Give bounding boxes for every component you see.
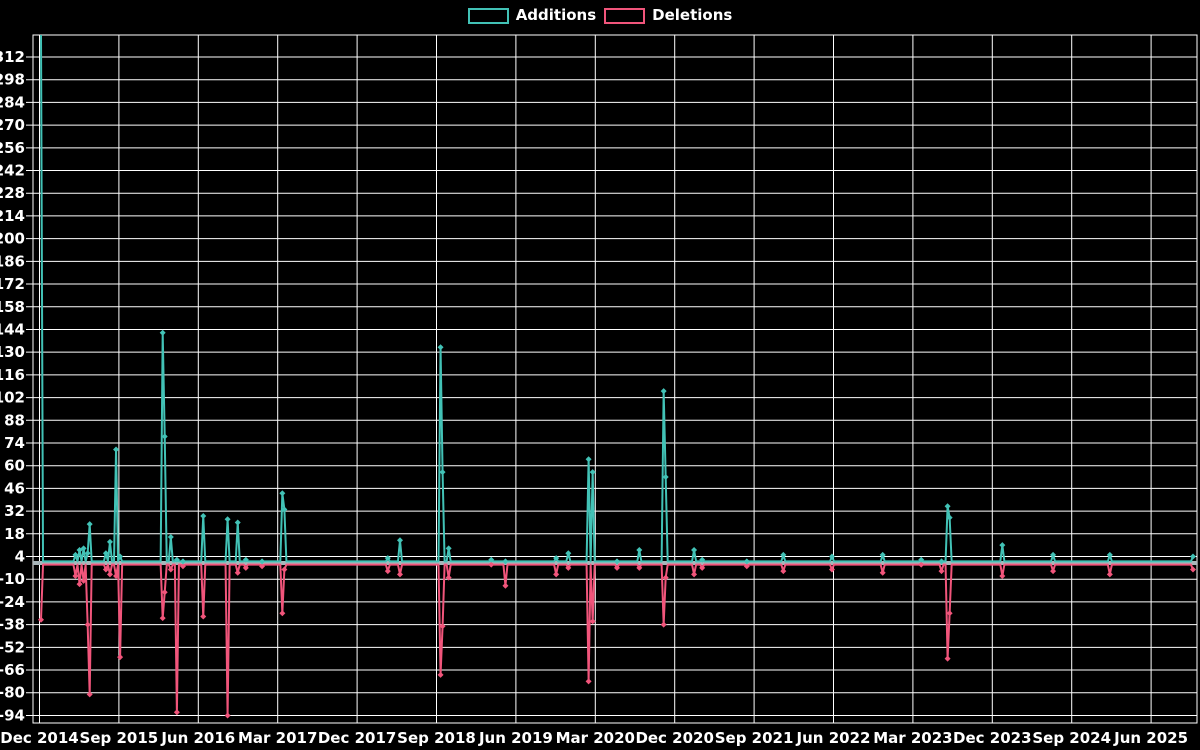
svg-text:32: 32 [4, 502, 25, 520]
svg-text:Mar 2023: Mar 2023 [873, 729, 952, 747]
svg-text:18: 18 [4, 525, 25, 543]
svg-text:74: 74 [4, 434, 25, 452]
svg-text:102: 102 [0, 389, 25, 407]
svg-text:88: 88 [4, 411, 25, 429]
svg-text:242: 242 [0, 162, 25, 180]
svg-text:Mar 2017: Mar 2017 [238, 729, 317, 747]
svg-text:312: 312 [0, 48, 25, 66]
svg-text:Jun 2022: Jun 2022 [796, 729, 871, 747]
svg-text:186: 186 [0, 252, 25, 270]
svg-text:60: 60 [4, 457, 25, 475]
svg-text:-80: -80 [0, 684, 25, 702]
legend: Additions Deletions [0, 7, 1200, 24]
svg-text:256: 256 [0, 139, 25, 157]
svg-text:Dec 2020: Dec 2020 [635, 729, 714, 747]
legend-label-additions: Additions [515, 6, 597, 24]
legend-item-additions[interactable]: Additions [467, 6, 597, 24]
svg-text:130: 130 [0, 343, 25, 361]
svg-text:228: 228 [0, 184, 25, 202]
svg-text:Sep 2024: Sep 2024 [1032, 729, 1111, 747]
svg-text:-66: -66 [0, 661, 25, 679]
svg-text:Jun 2025: Jun 2025 [1113, 729, 1188, 747]
svg-text:-38: -38 [0, 616, 25, 634]
additions-swatch-icon [467, 7, 509, 24]
svg-text:116: 116 [0, 366, 25, 384]
svg-text:172: 172 [0, 275, 25, 293]
svg-text:270: 270 [0, 116, 25, 134]
svg-text:Sep 2021: Sep 2021 [715, 729, 794, 747]
svg-text:-94: -94 [0, 706, 25, 724]
svg-text:298: 298 [0, 71, 25, 89]
svg-text:158: 158 [0, 298, 25, 316]
legend-item-deletions[interactable]: Deletions [604, 7, 732, 24]
svg-text:-52: -52 [0, 638, 25, 656]
svg-text:Dec 2017: Dec 2017 [318, 729, 397, 747]
svg-text:144: 144 [0, 320, 25, 338]
svg-text:Dec 2014: Dec 2014 [0, 729, 79, 747]
svg-text:4: 4 [15, 548, 25, 566]
legend-label-deletions: Deletions [652, 6, 733, 24]
svg-text:200: 200 [0, 230, 25, 248]
svg-text:Dec 2023: Dec 2023 [953, 729, 1032, 747]
svg-text:-10: -10 [0, 570, 25, 588]
svg-text:214: 214 [0, 207, 25, 225]
svg-text:Mar 2020: Mar 2020 [556, 729, 635, 747]
svg-text:284: 284 [0, 93, 25, 111]
svg-text:46: 46 [4, 479, 25, 497]
svg-text:Sep 2015: Sep 2015 [80, 729, 159, 747]
svg-text:-24: -24 [0, 593, 25, 611]
deletions-swatch-icon [604, 7, 646, 24]
svg-text:Jun 2016: Jun 2016 [160, 729, 235, 747]
svg-text:Sep 2018: Sep 2018 [397, 729, 476, 747]
svg-text:Jun 2019: Jun 2019 [478, 729, 553, 747]
